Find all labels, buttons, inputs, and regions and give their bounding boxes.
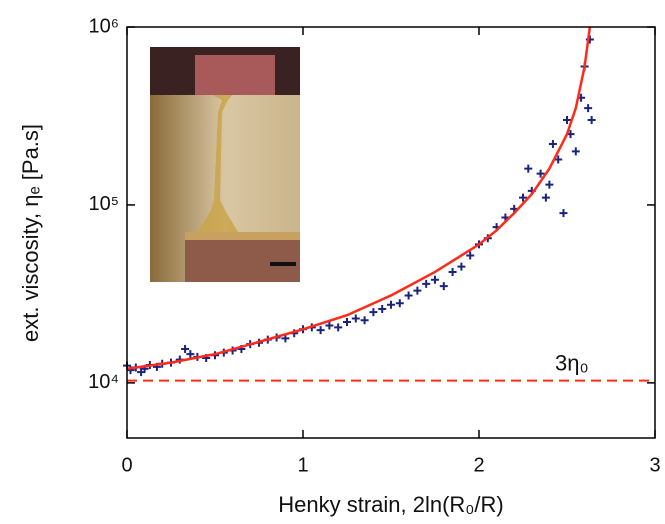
y-tick-label: 10⁵ [88,193,119,215]
data-point [351,314,360,323]
x-tick-label: 1 [297,454,308,476]
x-axis-label: Henky strain, 2ln(R₀/R) [278,492,504,517]
data-point [563,116,571,125]
data-point [519,193,527,202]
data-point [316,326,325,335]
data-point [281,334,290,343]
inset-photo [150,47,300,282]
data-point [422,279,431,288]
plot-frame [126,26,656,439]
data-point [559,209,568,218]
data-point [439,282,448,291]
data-point [387,300,395,309]
x-tick-label: 2 [473,454,484,476]
data-point [404,291,413,300]
fit-line [126,26,592,371]
data-point [548,140,557,149]
data-point [571,147,580,156]
data-point [181,345,190,354]
y-axis-label: ext. viscosity, ηₑ [Pa.s] [18,124,43,342]
data-point [325,321,334,330]
data-point [457,262,466,271]
data-point [545,180,554,189]
data-point [554,155,563,164]
data-point [587,116,596,125]
data-point [536,169,545,178]
data-point [431,275,439,284]
data-point [448,267,457,276]
x-tick-label: 3 [649,454,660,476]
data-point [334,323,343,332]
data-point [360,316,369,325]
data-point [541,193,550,202]
data-point [413,286,422,295]
data-point [186,350,195,359]
x-tick-label: 0 [121,454,132,476]
data-point [378,305,387,314]
y-tick-label: 10⁴ [88,371,119,393]
annotation: 3η₀ [555,350,589,375]
data-point [466,251,475,260]
data-point [343,317,351,326]
data-point [395,299,404,308]
data-point [584,104,593,113]
y-tick-label: 10⁶ [89,15,119,37]
data-point [369,308,378,317]
data-point [524,164,533,173]
